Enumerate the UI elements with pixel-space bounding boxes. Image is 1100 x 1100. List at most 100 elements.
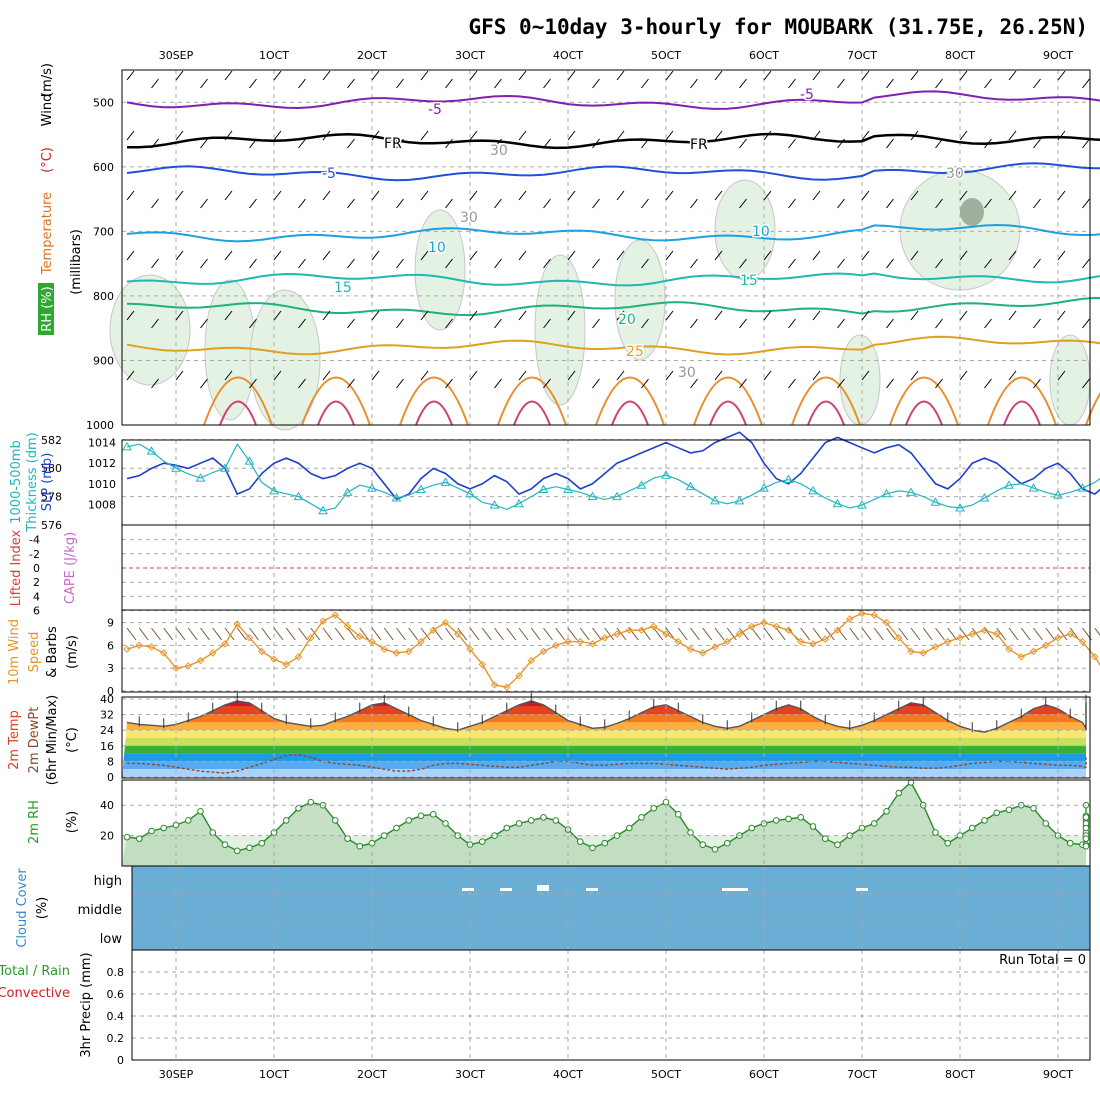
wind-speed-point [1005, 645, 1013, 653]
chart-title: GFS 0~10day 3-hourly for MOUBARK (31.75E… [468, 15, 1088, 39]
wind-barb [984, 78, 992, 89]
rh-point [258, 839, 266, 847]
wind-barb [1057, 130, 1066, 141]
wind-unit-label: (m/s) [40, 63, 55, 97]
wind-speed-point [160, 649, 168, 657]
contour-label: FR [690, 137, 708, 153]
wind-barb [739, 138, 747, 149]
rh-point [148, 827, 155, 835]
wind-barb [200, 198, 208, 209]
wind-speed-point [1042, 641, 1050, 650]
rh-point [233, 847, 241, 855]
wind-barb [457, 627, 468, 641]
cloud-cover-fill [132, 866, 1090, 950]
wind-barb [420, 130, 429, 141]
wind-barb [347, 378, 355, 389]
thickness-point [906, 487, 916, 496]
isotherm-30C [693, 376, 763, 426]
rh-point [993, 809, 1001, 817]
wind-barb [984, 318, 992, 329]
precip-axis-label: 3hr Precip (mm) [79, 952, 94, 1057]
isotherm-30C [791, 376, 861, 426]
wind-barb [886, 627, 896, 641]
contour-label: -5 [800, 87, 814, 103]
rh-shade [714, 179, 776, 281]
wind-barb [739, 78, 747, 89]
wind-barb [812, 250, 821, 261]
rh-point [895, 789, 903, 797]
top-time-axis: 30SEP 1OCT 2OCT 3OCT 4OCT 5OCT 6OCT 7OCT… [159, 49, 1074, 62]
wind-barb [653, 627, 664, 641]
wind-barb [322, 250, 331, 261]
wind-barb [910, 250, 919, 261]
wind-barb [469, 250, 478, 261]
y-tick-label: 500 [93, 96, 114, 109]
wind-barb [494, 78, 502, 89]
wind-barb [347, 627, 357, 641]
isotherm-30C [497, 376, 567, 426]
wind-speed-point [625, 626, 633, 634]
wind-barb [984, 258, 992, 269]
wind-barb [420, 250, 429, 261]
wind-speed-point [392, 649, 401, 657]
wind-barb [530, 627, 541, 641]
wind-barb [690, 258, 698, 269]
y-tick-label: 700 [93, 225, 114, 238]
thickness-point [416, 484, 426, 493]
wind-barb [543, 318, 551, 329]
wind-speed-point [686, 645, 695, 653]
bottom-time-label: 6OCT [749, 1068, 779, 1081]
rh-point [160, 824, 168, 832]
wind-barb [592, 378, 600, 389]
wind-barb [959, 250, 968, 261]
wind-barb [702, 627, 713, 641]
y-tick-label: 900 [93, 354, 114, 367]
wind-barb [886, 258, 894, 269]
thickness-point [783, 474, 794, 484]
wind-speed-point [294, 653, 303, 661]
wind-barb [371, 310, 380, 321]
wind-barb [420, 370, 429, 381]
wind-barb [592, 138, 600, 149]
thickness-point [979, 493, 990, 502]
wind-barb [690, 318, 698, 329]
wind-barb [1082, 258, 1090, 269]
wind-barb [445, 318, 453, 329]
wind-barb [812, 190, 821, 201]
wind-speed-point [723, 637, 731, 646]
wind-barb [714, 70, 723, 81]
cloud-cover-panel: high middle low Cloud Cover (%) [15, 865, 1091, 951]
rh-point [331, 817, 339, 824]
wind-barb [1020, 627, 1031, 641]
wind-barb [837, 258, 845, 269]
thickness-point [930, 497, 941, 506]
wind-barb [641, 318, 649, 329]
isotherm-35C [219, 400, 257, 426]
wind-barb [935, 627, 945, 641]
rh-point [393, 824, 400, 832]
y-tick-label-right: 1008 [88, 498, 116, 511]
wind-speed-point [172, 664, 180, 672]
temp-band [122, 753, 1086, 762]
wind-barb [812, 370, 821, 381]
wind-barb [298, 627, 308, 641]
precip-panel: 0 0.2 0.4 0.6 0.8 Total / Rain Convective 3hr P… [0, 949, 1091, 1067]
wind-barb [273, 370, 282, 381]
y-tick-label: 0 [33, 562, 40, 575]
wind-barb [347, 198, 355, 209]
wind-speed-point [821, 635, 829, 644]
wind-barb [285, 627, 296, 641]
contour-label: 30 [460, 210, 478, 226]
bottom-time-label: 8OCT [945, 1068, 975, 1081]
wind-barb [347, 138, 355, 149]
contour-label: -5 [322, 166, 336, 182]
wind-speed-point [956, 634, 964, 642]
wind-barb [371, 370, 380, 381]
wind-speed-point [699, 649, 707, 657]
isotherm-25C [126, 335, 1100, 356]
rh-point [625, 824, 633, 832]
rh-point [711, 845, 719, 853]
top-time-label: 2OCT [357, 49, 387, 62]
wind-barb [567, 70, 576, 81]
